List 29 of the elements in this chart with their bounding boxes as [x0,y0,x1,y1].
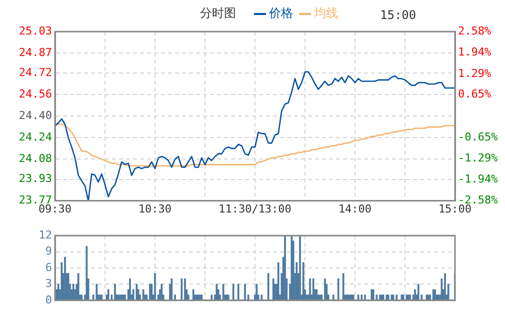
x-tick-label: 15:00 [438,202,472,216]
y-tick-label: 24.24 [18,130,52,144]
legend-label: 均线 [314,5,338,22]
x-tick-label: 10:30 [138,202,172,216]
y-tick-label: 24.56 [18,88,52,101]
y2-tick-label: 2.58% [458,24,492,38]
y-tick-label: 24.87 [18,46,52,59]
y2-tick-label: 0.65% [458,88,492,101]
legend-label: 价格 [269,5,293,22]
y-tick-label: 9 [45,244,52,258]
chart-title: 分时图 [200,5,236,22]
x-tick-label: 09:30 [38,202,72,216]
y-tick-label: 24.72 [18,66,52,80]
y-tick-label: 24.40 [18,109,52,122]
y2-tick-label: -1.94% [458,172,498,186]
y-tick-label: 24.08 [18,152,52,166]
y2-tick-label: 1.94% [458,45,492,58]
y2-tick-label: -1.29% [458,151,498,164]
y-tick-label: 25.03 [18,24,52,38]
y-tick-label: 0 [45,293,52,306]
x-tick-label: 11:30/13:00 [218,202,292,216]
y-tick-label: 3 [45,277,52,290]
y-tick-label: 6 [45,260,52,274]
y2-tick-label: -0.65% [458,130,498,144]
text: 15:00 [380,8,416,22]
y2-tick-label: 1.29% [458,66,492,80]
y-tick-label: 12 [38,228,52,242]
y-tick-label: 23.93 [18,172,52,186]
x-tick-label: 14:00 [338,202,372,216]
